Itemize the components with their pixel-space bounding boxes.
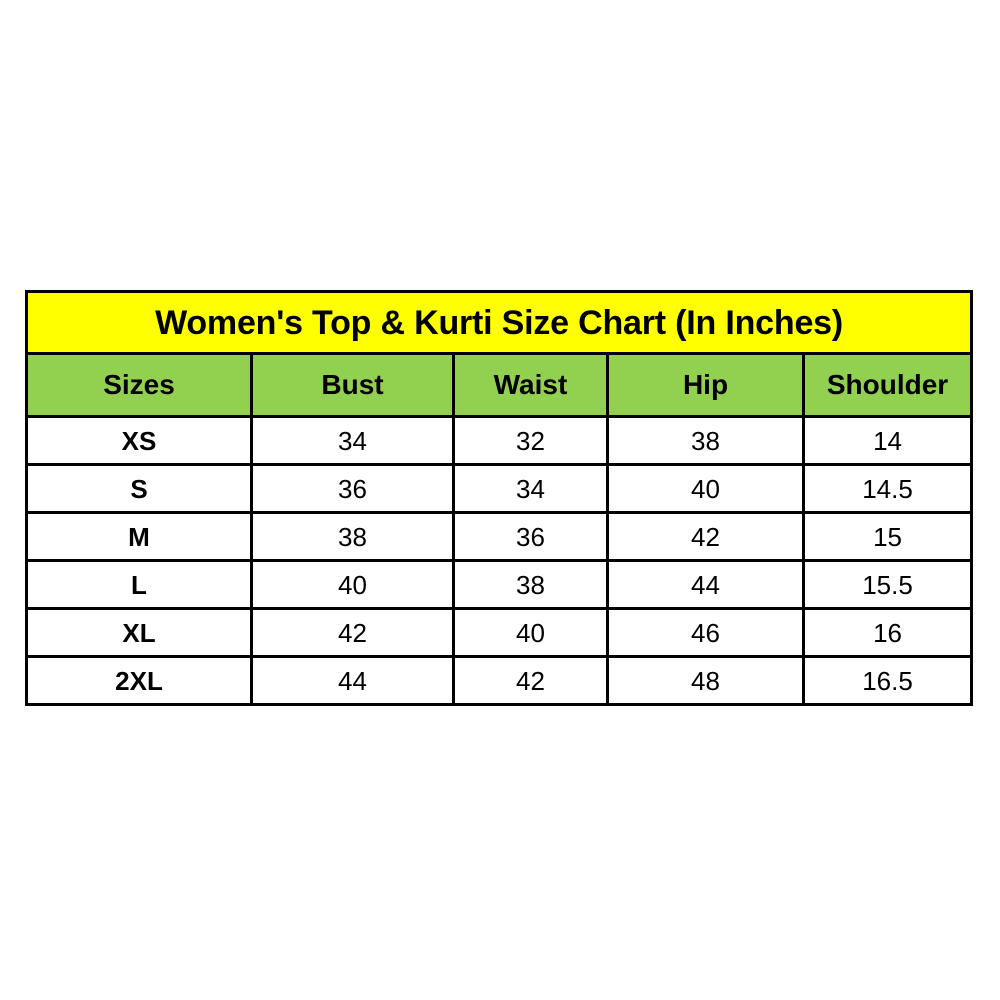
cell-hip: 44 — [606, 559, 805, 610]
column-header-shoulder: Shoulder — [801, 352, 974, 418]
cell-waist: 36 — [452, 511, 609, 562]
column-header-bust: Bust — [250, 352, 455, 418]
column-header-waist: Waist — [452, 352, 609, 418]
cell-bust: 36 — [250, 463, 455, 514]
table-row: XS 34 32 38 14 — [25, 415, 974, 466]
cell-waist: 32 — [452, 415, 609, 466]
cell-shoulder: 16 — [801, 607, 974, 658]
table-title-row: Women's Top & Kurti Size Chart (In Inche… — [24, 290, 974, 355]
table-row: XL 42 40 46 16 — [25, 607, 974, 658]
cell-bust: 34 — [250, 415, 455, 466]
cell-size: L — [25, 559, 253, 610]
cell-waist: 42 — [452, 655, 609, 706]
cell-hip: 48 — [606, 655, 805, 706]
cell-shoulder: 15.5 — [801, 559, 974, 610]
table-row: L 40 38 44 15.5 — [25, 559, 974, 610]
cell-bust: 38 — [250, 511, 455, 562]
table-row: S 36 34 40 14.5 — [25, 463, 974, 514]
cell-bust: 44 — [250, 655, 455, 706]
table-row: 2XL 44 42 48 16.5 — [25, 655, 974, 706]
cell-size: 2XL — [25, 655, 253, 706]
cell-hip: 40 — [606, 463, 805, 514]
cell-shoulder: 14.5 — [801, 463, 974, 514]
cell-size: S — [25, 463, 253, 514]
cell-size: XS — [25, 415, 253, 466]
cell-waist: 34 — [452, 463, 609, 514]
cell-bust: 42 — [250, 607, 455, 658]
size-chart-table: Women's Top & Kurti Size Chart (In Inche… — [24, 290, 974, 706]
cell-hip: 42 — [606, 511, 805, 562]
column-header-sizes: Sizes — [25, 352, 253, 418]
cell-shoulder: 15 — [801, 511, 974, 562]
cell-shoulder: 14 — [801, 415, 974, 466]
cell-bust: 40 — [250, 559, 455, 610]
cell-waist: 40 — [452, 607, 609, 658]
cell-size: XL — [25, 607, 253, 658]
cell-hip: 38 — [606, 415, 805, 466]
cell-waist: 38 — [452, 559, 609, 610]
chart-title: Women's Top & Kurti Size Chart (In Inche… — [24, 290, 974, 355]
table-header-row: Sizes Bust Waist Hip Shoulder — [25, 352, 974, 418]
cell-size: M — [25, 511, 253, 562]
table-row: M 38 36 42 15 — [25, 511, 974, 562]
column-header-hip: Hip — [606, 352, 805, 418]
cell-hip: 46 — [606, 607, 805, 658]
cell-shoulder: 16.5 — [801, 655, 974, 706]
